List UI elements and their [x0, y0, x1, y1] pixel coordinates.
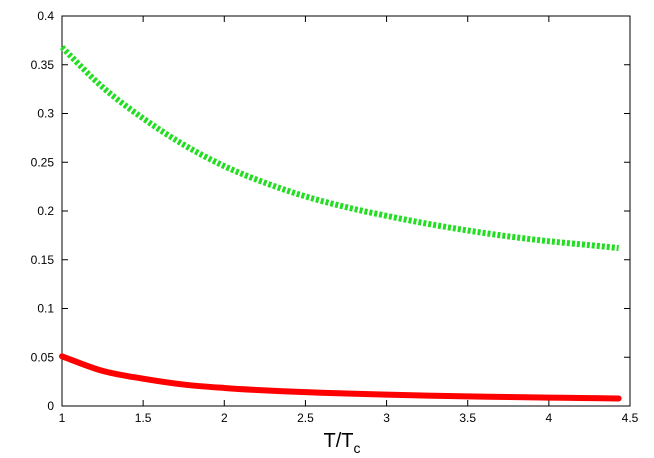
- x-axis-label-main: T/T: [324, 430, 354, 452]
- plot-frame: [61, 15, 631, 407]
- y-tick-label: 0.3: [37, 107, 54, 121]
- x-tick-label: 4: [546, 411, 553, 425]
- x-tick-label: 3.5: [459, 411, 476, 425]
- y-tick-label: 0.2: [37, 204, 54, 218]
- series-line-2: [59, 353, 622, 402]
- y-tick-label: 0.25: [31, 155, 55, 169]
- x-tick-label: 3: [383, 411, 390, 425]
- y-tick-label: 0: [47, 399, 54, 413]
- y-tick-label: 0.35: [31, 58, 55, 72]
- x-tick-label: 2: [221, 411, 228, 425]
- x-tick-label: 1.5: [135, 411, 152, 425]
- y-tick-label: 0.4: [37, 9, 54, 23]
- series-line-1: [59, 45, 619, 252]
- x-axis-label: T/Tc: [324, 430, 361, 456]
- x-axis-label-subscript: c: [354, 440, 361, 456]
- x-tick-label: 2.5: [297, 411, 314, 425]
- y-tick-label: 0.1: [37, 302, 54, 316]
- axis-ticks: 1 1.5 2 2.5 3 3.5 4 4.5 0 0.05 0.1 0.15 0.2 0.25 0.3 0.…: [31, 9, 639, 425]
- series-group: [59, 45, 622, 402]
- x-tick-label: 1: [59, 411, 66, 425]
- y-tick-label: 0.15: [31, 253, 55, 267]
- x-tick-label: 4.5: [622, 411, 639, 425]
- y-tick-label: 0.05: [31, 350, 55, 364]
